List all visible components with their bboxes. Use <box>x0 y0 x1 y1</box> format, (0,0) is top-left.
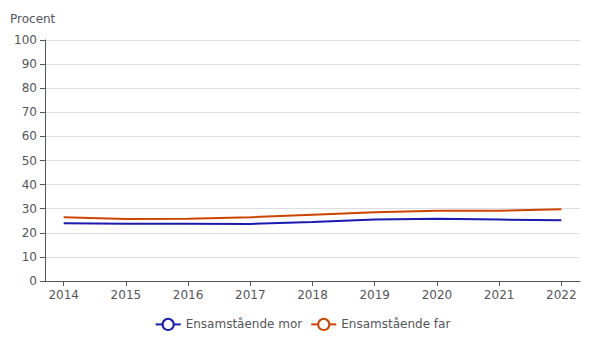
svg-text:Procent: Procent <box>10 12 56 26</box>
svg-text:2018: 2018 <box>297 288 328 302</box>
svg-text:0: 0 <box>29 274 37 288</box>
svg-text:70: 70 <box>22 105 37 119</box>
svg-text:2016: 2016 <box>173 288 204 302</box>
svg-text:2015: 2015 <box>111 288 142 302</box>
svg-text:Ensamstående far: Ensamstående far <box>341 317 450 331</box>
svg-text:2017: 2017 <box>235 288 266 302</box>
svg-text:2014: 2014 <box>48 288 79 302</box>
svg-text:60: 60 <box>22 129 37 143</box>
svg-text:40: 40 <box>22 178 37 192</box>
svg-text:10: 10 <box>22 250 37 264</box>
svg-text:Ensamstående mor: Ensamstående mor <box>186 317 303 331</box>
svg-text:90: 90 <box>22 57 37 71</box>
svg-text:30: 30 <box>22 202 37 216</box>
svg-text:2019: 2019 <box>359 288 390 302</box>
svg-text:2022: 2022 <box>546 288 577 302</box>
svg-text:2020: 2020 <box>422 288 453 302</box>
svg-text:100: 100 <box>14 33 37 47</box>
svg-text:50: 50 <box>22 154 37 168</box>
svg-text:2021: 2021 <box>484 288 515 302</box>
svg-text:80: 80 <box>22 81 37 95</box>
svg-text:20: 20 <box>22 226 37 240</box>
